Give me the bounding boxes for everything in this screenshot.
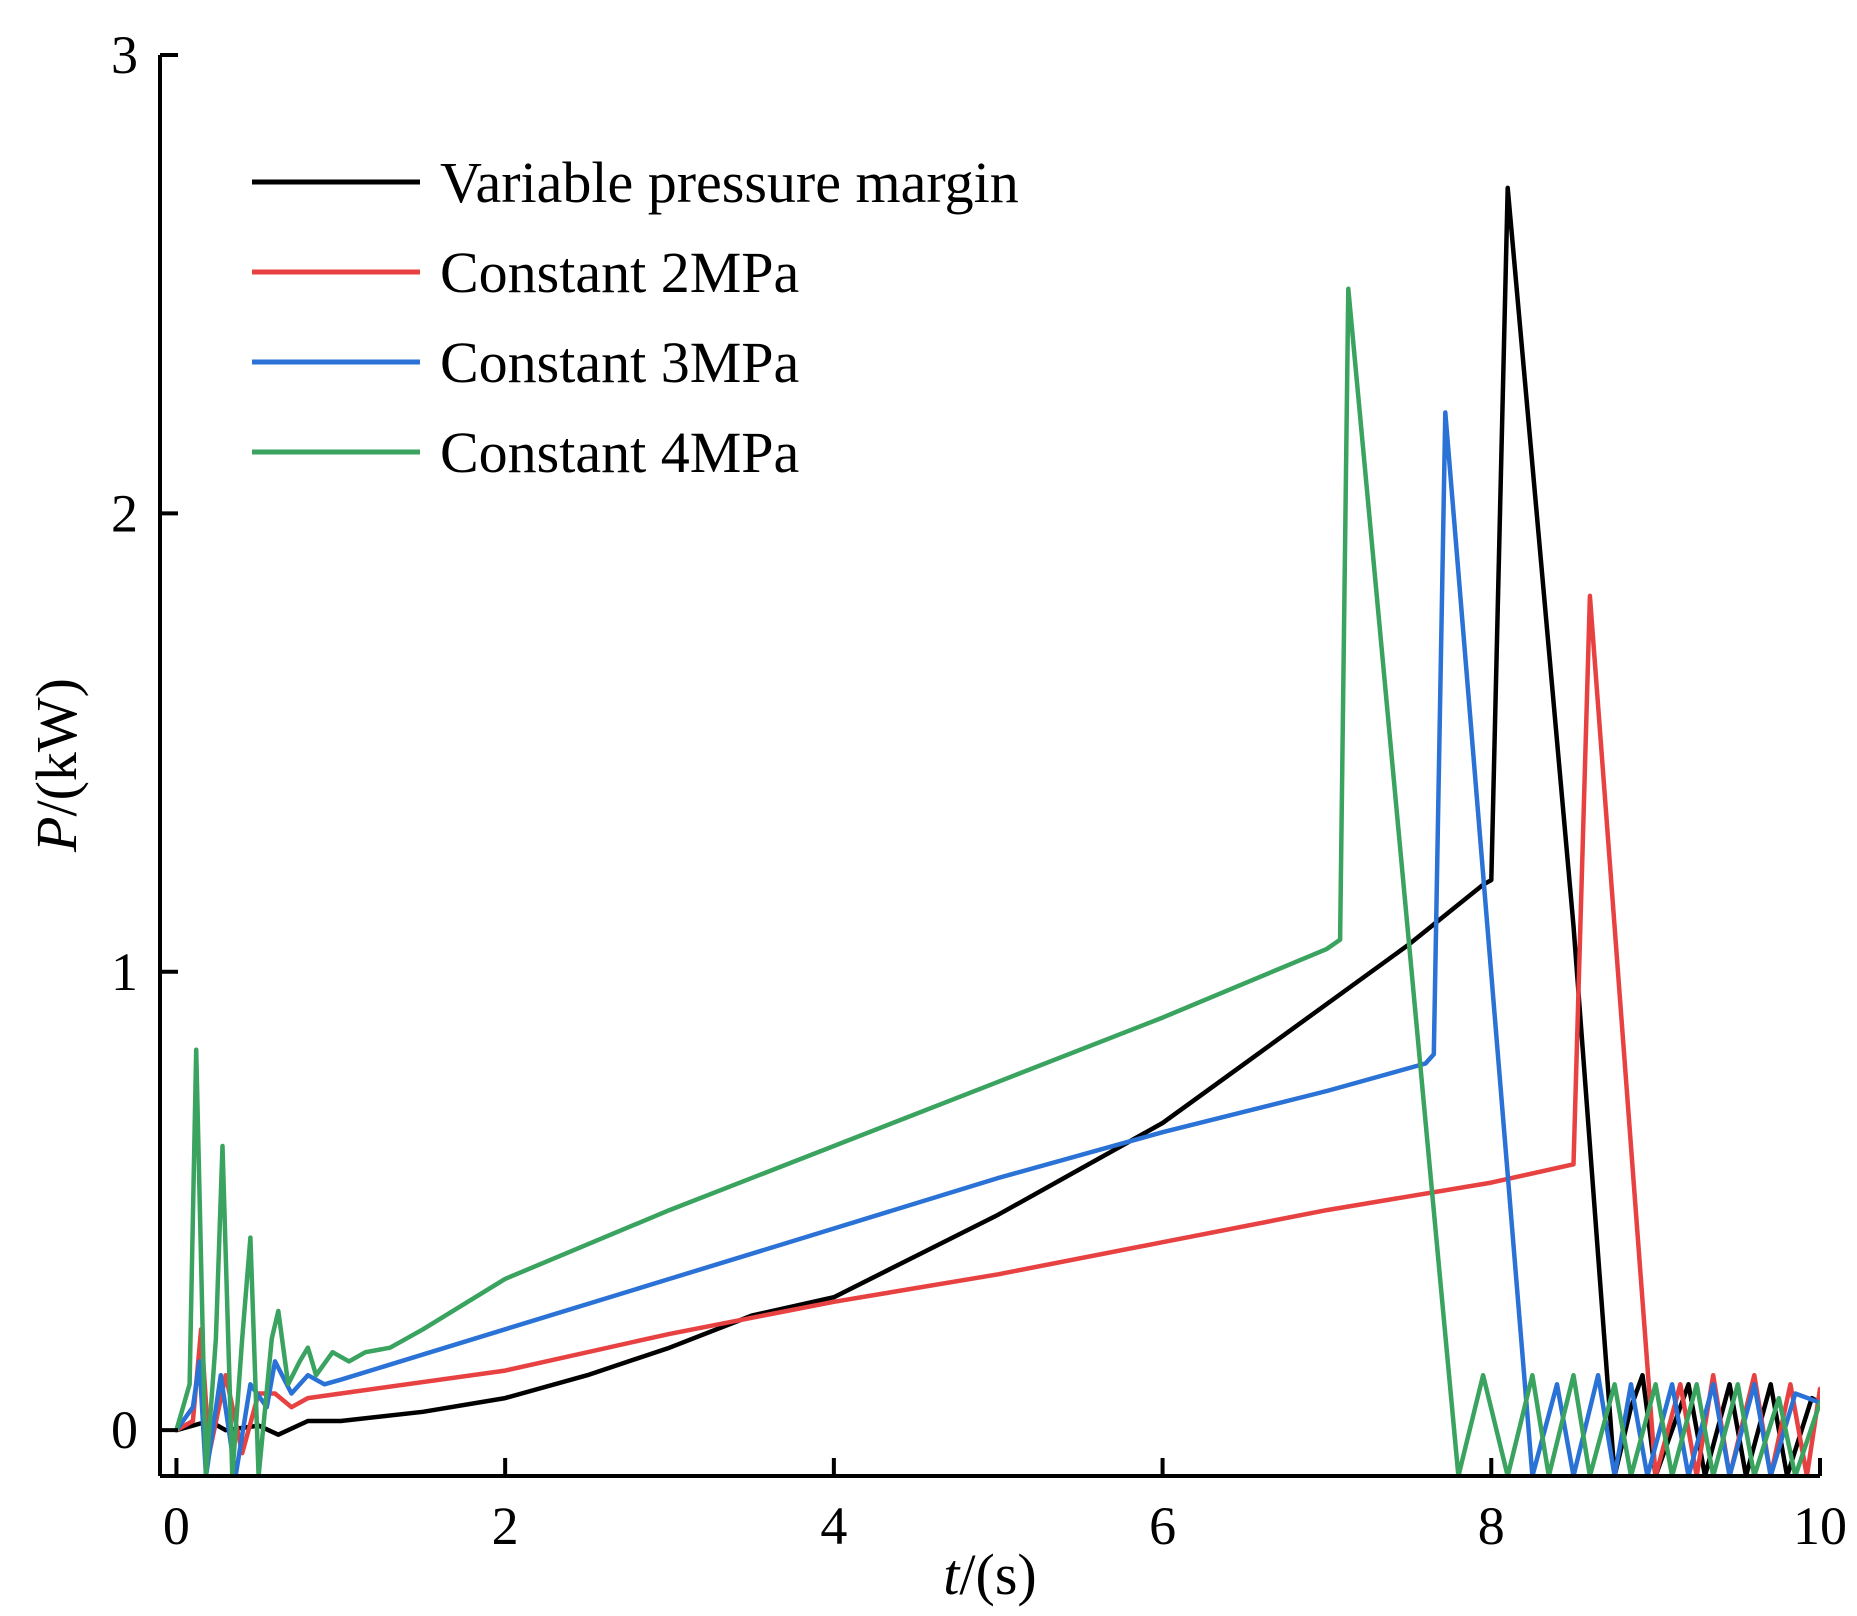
y-tick-label: 0 bbox=[111, 1400, 138, 1460]
series-line-2 bbox=[174, 593, 1820, 1476]
x-tick-label: 2 bbox=[492, 1496, 519, 1556]
legend-label: Variable pressure margin bbox=[440, 150, 1019, 215]
x-tick-label: 10 bbox=[1793, 1496, 1847, 1556]
y-tick-label: 3 bbox=[111, 25, 138, 85]
x-tick-label: 0 bbox=[163, 1496, 190, 1556]
y-axis-var: P bbox=[24, 817, 89, 853]
y-axis-unit: /(kW) bbox=[24, 678, 89, 817]
series-line-1 bbox=[174, 185, 1820, 1476]
plot-area bbox=[174, 185, 1820, 1476]
legend-label: Constant 4MPa bbox=[440, 420, 799, 485]
x-axis-title: t/(s) bbox=[943, 1542, 1036, 1607]
legend-label: Constant 3MPa bbox=[440, 330, 799, 395]
y-tick-label: 1 bbox=[111, 942, 138, 1002]
ticks: 0 2 4 6 8 10 0 1 2 3 bbox=[111, 25, 1847, 1556]
axes bbox=[158, 55, 1820, 1478]
legend-label: Constant 2MPa bbox=[440, 240, 799, 305]
x-axis-var: t bbox=[943, 1542, 961, 1607]
x-tick-label: 6 bbox=[1149, 1496, 1176, 1556]
y-axis-title: P/(kW) bbox=[24, 678, 89, 853]
legend: Variable pressure margin Constant 2MPa Con… bbox=[252, 150, 1019, 485]
y-tick-label: 2 bbox=[111, 483, 138, 543]
x-axis-unit: /(s) bbox=[959, 1542, 1036, 1607]
series-line-3 bbox=[174, 410, 1820, 1476]
x-tick-label: 4 bbox=[820, 1496, 847, 1556]
series-line-4 bbox=[174, 286, 1820, 1476]
x-tick-label: 8 bbox=[1478, 1496, 1505, 1556]
